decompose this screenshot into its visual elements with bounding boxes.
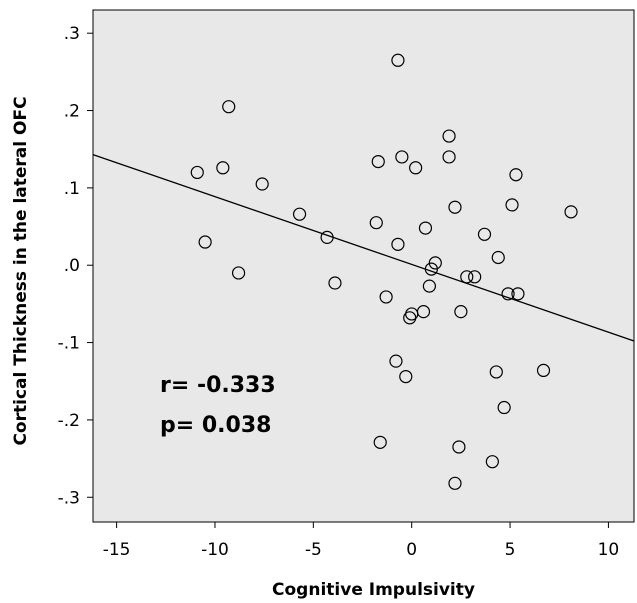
data-point [424, 262, 438, 276]
data-point [477, 227, 492, 241]
data-point [409, 161, 423, 175]
data-point [497, 400, 511, 415]
data-point [442, 129, 456, 143]
y-axis-title: Cortical Thickness in the lateral OFC [11, 96, 31, 445]
data-point [328, 276, 342, 290]
data-point [369, 216, 383, 230]
data-point [442, 150, 456, 164]
data-point [320, 230, 334, 244]
data-point [403, 311, 417, 325]
data-point [418, 221, 433, 235]
y-tick-label: .2 [64, 102, 80, 122]
data-point [460, 270, 474, 284]
data-point [491, 250, 505, 265]
data-point [454, 305, 468, 319]
x-tick-label: 0 [406, 540, 417, 560]
data-point [371, 154, 385, 169]
x-tick-label: -15 [103, 540, 131, 560]
data-point [536, 363, 551, 378]
x-axis-title: Cognitive Impulsivity [272, 580, 475, 600]
x-tick-label: 10 [598, 540, 620, 560]
data-point [485, 455, 499, 469]
correlation-annotation: r= -0.333 [160, 373, 276, 398]
y-tick-label: -.2 [58, 411, 80, 431]
data-point [501, 287, 515, 301]
data-point [391, 237, 405, 251]
data-point [399, 369, 413, 384]
y-tick-label: -.1 [58, 334, 80, 354]
y-tick-label: .1 [64, 179, 80, 199]
y-tick-label: .0 [64, 256, 80, 276]
data-point [422, 279, 437, 293]
y-tick-label: -.3 [58, 488, 80, 508]
data-point [391, 53, 405, 67]
data-point [216, 161, 230, 175]
data-point [509, 168, 523, 182]
plot-area [92, 9, 635, 523]
data-point [198, 235, 212, 249]
data-point [222, 100, 236, 114]
data-point [448, 476, 462, 490]
data-point [564, 205, 578, 219]
data-point [255, 177, 269, 191]
data-point [389, 354, 403, 368]
data-point [448, 200, 462, 214]
data-point [231, 266, 246, 280]
data-point [292, 207, 307, 221]
data-point [373, 435, 387, 449]
data-points [190, 53, 578, 490]
x-tick-label: -5 [305, 540, 322, 560]
x-tick-label: 5 [505, 540, 516, 560]
data-point [511, 287, 525, 301]
y-axis: .3 .2 .1 .0 -.1 -.2 -.3 [58, 24, 93, 508]
regression-line [92, 154, 635, 342]
data-point [505, 198, 519, 212]
y-tick-label: .3 [64, 24, 80, 44]
data-point [489, 365, 503, 379]
x-axis: -15 -10 -5 0 5 10 [103, 522, 620, 560]
data-point [379, 290, 393, 304]
data-point [395, 150, 409, 164]
data-point [452, 440, 466, 454]
data-point [190, 165, 204, 180]
p-value-annotation: p= 0.038 [160, 413, 271, 438]
data-point [468, 270, 482, 284]
x-tick-label: -10 [201, 540, 229, 560]
